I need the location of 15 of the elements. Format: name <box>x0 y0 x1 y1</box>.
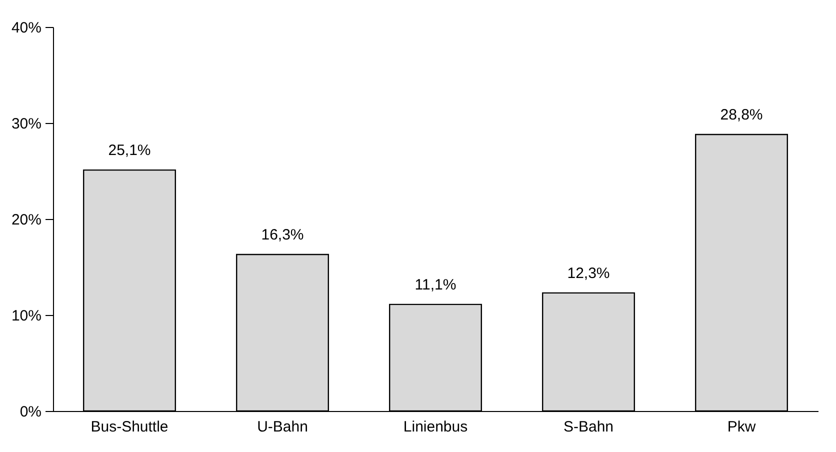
data-label: 16,3% <box>261 226 304 244</box>
x-tick-label: Pkw <box>727 418 756 436</box>
data-label: 28,8% <box>720 106 763 124</box>
y-tick-label: 40% <box>11 20 42 36</box>
y-tick-label: 0% <box>20 404 42 420</box>
y-tick-label: 30% <box>11 116 42 132</box>
x-tick-label: Linienbus <box>403 418 468 436</box>
data-label: 12,3% <box>567 264 610 282</box>
y-tick-label: 10% <box>11 308 42 324</box>
x-tick-label: S-Bahn <box>563 418 614 436</box>
y-tick-label: 20% <box>11 212 42 228</box>
data-label: 11,1% <box>414 276 456 294</box>
x-tick-label: Bus-Shuttle <box>90 418 168 436</box>
data-label: 25,1% <box>108 142 151 160</box>
x-tick-label: U-Bahn <box>257 418 308 436</box>
